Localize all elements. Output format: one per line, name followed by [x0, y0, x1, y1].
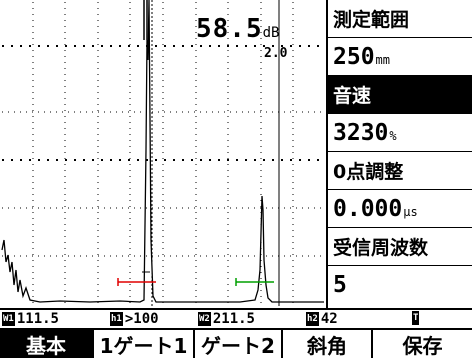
w2-tag: W2 — [198, 312, 211, 326]
readout-w2: W2 211.5 — [198, 311, 255, 327]
measurement-readout-bar: W1 111.5 h1 >100 W2 211.5 h2 42 T — [0, 308, 472, 330]
w2-value: 211.5 — [212, 311, 255, 327]
menu-basic-button[interactable]: 基本 — [0, 330, 94, 358]
t-tag: T — [412, 311, 420, 325]
param-velocity-value[interactable]: 3230% — [328, 114, 472, 152]
h1-tag: h1 — [110, 312, 123, 326]
w1-value: 111.5 — [16, 311, 59, 327]
scope-markers — [143, 0, 280, 306]
h2-tag: h2 — [306, 312, 319, 326]
scope-grid — [2, 2, 326, 306]
gate-1-marker — [117, 271, 156, 286]
waveform-canvas — [1, 0, 326, 306]
h1-value: >100 — [124, 311, 159, 327]
parameter-panel: 測定範囲 250 mm 音速 3230% 0点調整 0.000 μs 受信周波数 5 — [328, 0, 472, 308]
menu-angle-button[interactable]: 斜角 — [283, 330, 373, 358]
a-scope-display: 58.5dB 2.0 — [1, 0, 328, 308]
gain-value: 58.5 — [196, 14, 263, 44]
param-freq-label[interactable]: 受信周波数 — [328, 228, 472, 266]
w1-tag: W1 — [2, 312, 15, 326]
gain-unit: dB — [262, 25, 280, 41]
gain-readout[interactable]: 58.5dB — [196, 14, 279, 44]
menu-gate1-button[interactable]: 1ゲート1 — [94, 330, 195, 358]
readout-h1: h1 >100 — [110, 311, 159, 327]
param-range-label[interactable]: 測定範囲 — [328, 0, 472, 38]
param-velocity-unit: % — [389, 129, 397, 143]
readout-w1: W1 111.5 — [2, 311, 59, 327]
gain-step: 2.0 — [264, 46, 288, 61]
param-zero-unit: μs — [403, 205, 418, 219]
echo-waveform — [1, 0, 324, 303]
function-menu-bar: 基本 1ゲート1 ゲート2 斜角 保存 — [0, 330, 472, 358]
readout-h2: h2 42 — [306, 311, 338, 327]
gate-2-marker — [235, 278, 274, 286]
h2-value: 42 — [320, 311, 338, 327]
param-zero-value[interactable]: 0.000 μs — [328, 190, 472, 228]
readout-t: T — [412, 311, 421, 325]
menu-save-button[interactable]: 保存 — [402, 333, 443, 358]
menu-gate2-button[interactable]: ゲート2 — [195, 330, 283, 358]
param-freq-value[interactable]: 5 — [333, 272, 347, 298]
param-range-unit: mm — [375, 53, 390, 67]
param-zero-label[interactable]: 0点調整 — [328, 152, 472, 190]
param-range-value[interactable]: 250 mm — [328, 38, 472, 76]
param-velocity-label[interactable]: 音速 — [328, 76, 472, 114]
